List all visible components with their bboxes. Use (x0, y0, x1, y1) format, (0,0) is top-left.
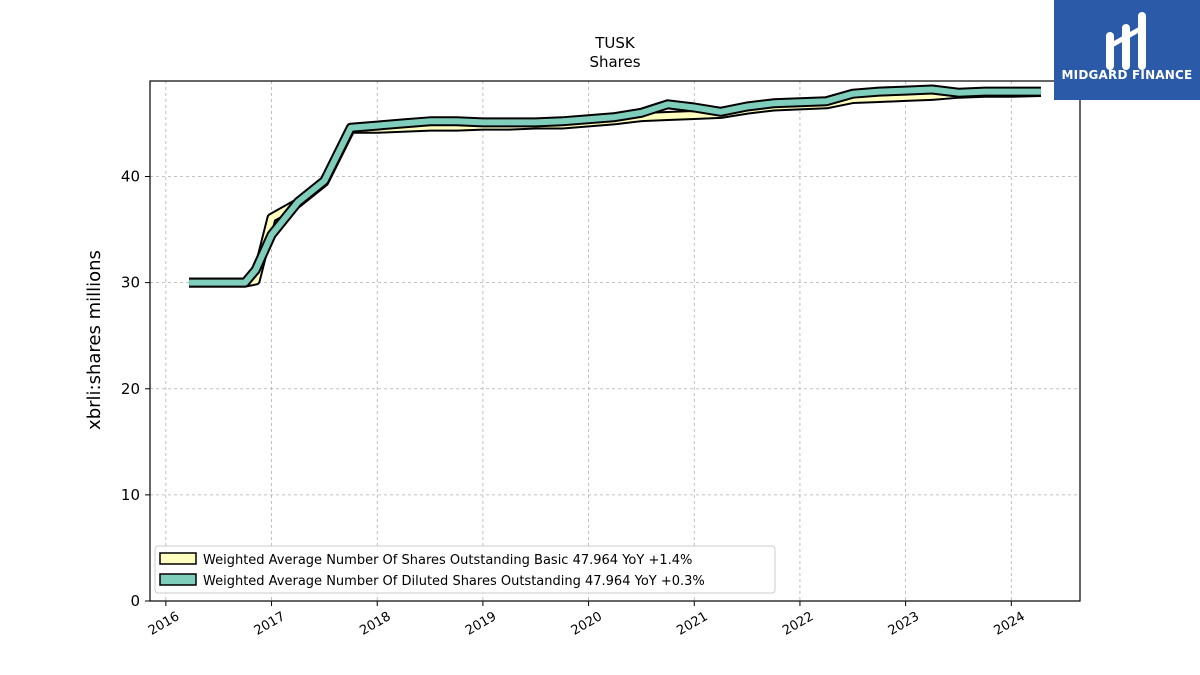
series-1-point (508, 121, 510, 123)
series-1-point (535, 121, 537, 123)
series-1-point (1010, 91, 1012, 93)
chart-subtitle: Shares (589, 53, 640, 71)
y-tick-label: 40 (121, 168, 140, 186)
series-1-point (746, 105, 748, 108)
series-1-point (482, 121, 484, 123)
x-tick-label: 2019 (463, 609, 499, 639)
series-1-point (376, 125, 378, 127)
series-1-point (403, 122, 405, 124)
x-tick-label: 2020 (569, 609, 605, 639)
series-1-point (429, 120, 431, 122)
legend-label-basic: Weighted Average Number Of Shares Outsta… (203, 553, 692, 568)
series-1-point (588, 118, 590, 120)
series-1-point (350, 127, 352, 129)
legend-swatch-basic (159, 552, 197, 565)
series-1-point (693, 106, 695, 109)
series-1-point (297, 201, 299, 203)
series-1-point (720, 111, 722, 113)
series-1-point (667, 103, 669, 105)
grid-lines (150, 81, 1080, 601)
series-1-point (799, 101, 801, 103)
x-tick-label: 2022 (780, 609, 816, 639)
series-1-point (905, 90, 907, 92)
series-1-point (984, 91, 986, 93)
brand-logo: MIDGARD FINANCE (1054, 0, 1200, 100)
series-layer (188, 84, 1042, 288)
y-tick-label: 30 (121, 274, 140, 292)
series-0-point (255, 279, 257, 282)
series-0-point (905, 96, 907, 98)
x-tick-label: 2018 (357, 609, 393, 639)
series-1-point (255, 269, 257, 271)
legend-swatch-diluted (159, 573, 197, 586)
x-tick-label: 2024 (991, 609, 1027, 639)
series-0-point (693, 114, 695, 116)
series-1-point (244, 282, 246, 284)
series-1-point (1040, 91, 1042, 93)
series-1-point (614, 116, 616, 118)
series-0-point (931, 95, 933, 97)
x-tick-label: 2023 (886, 609, 922, 639)
series-1-point (323, 180, 325, 182)
series-1-point (270, 234, 273, 236)
series-1-point (931, 88, 933, 91)
plot-frame (149, 80, 1081, 602)
y-tick-label: 0 (130, 592, 140, 610)
legend-box (154, 545, 776, 594)
series-1-point (825, 100, 828, 102)
legend-label-diluted: Weighted Average Number Of Diluted Share… (203, 574, 705, 589)
series-0-point (878, 97, 880, 99)
series-1-point (561, 120, 563, 122)
series-1-point (878, 91, 880, 93)
midgard-logo-icon (1106, 12, 1146, 70)
x-tick-label: 2017 (252, 609, 288, 639)
legend: Weighted Average Number Of Shares Outsta… (154, 545, 776, 594)
series-1-point (957, 92, 960, 94)
series-1-point (772, 102, 775, 104)
brand-name: MIDGARD FINANCE (1061, 68, 1193, 82)
x-tick-label: 2016 (146, 609, 182, 639)
x-tick-label: 2021 (674, 609, 710, 639)
y-tick-label: 20 (121, 380, 140, 398)
series-1-point (188, 282, 190, 284)
y-axis-label: xbrli:shares millions (84, 250, 105, 430)
series-line-1 (189, 86, 1041, 286)
series-1-point (852, 93, 854, 95)
y-tick-label: 10 (121, 486, 140, 504)
series-0-point (667, 115, 669, 117)
series-1-point (455, 120, 458, 122)
series-1-point (640, 112, 643, 114)
chart-title: TUSK (594, 34, 636, 52)
series-0-point (270, 217, 273, 219)
